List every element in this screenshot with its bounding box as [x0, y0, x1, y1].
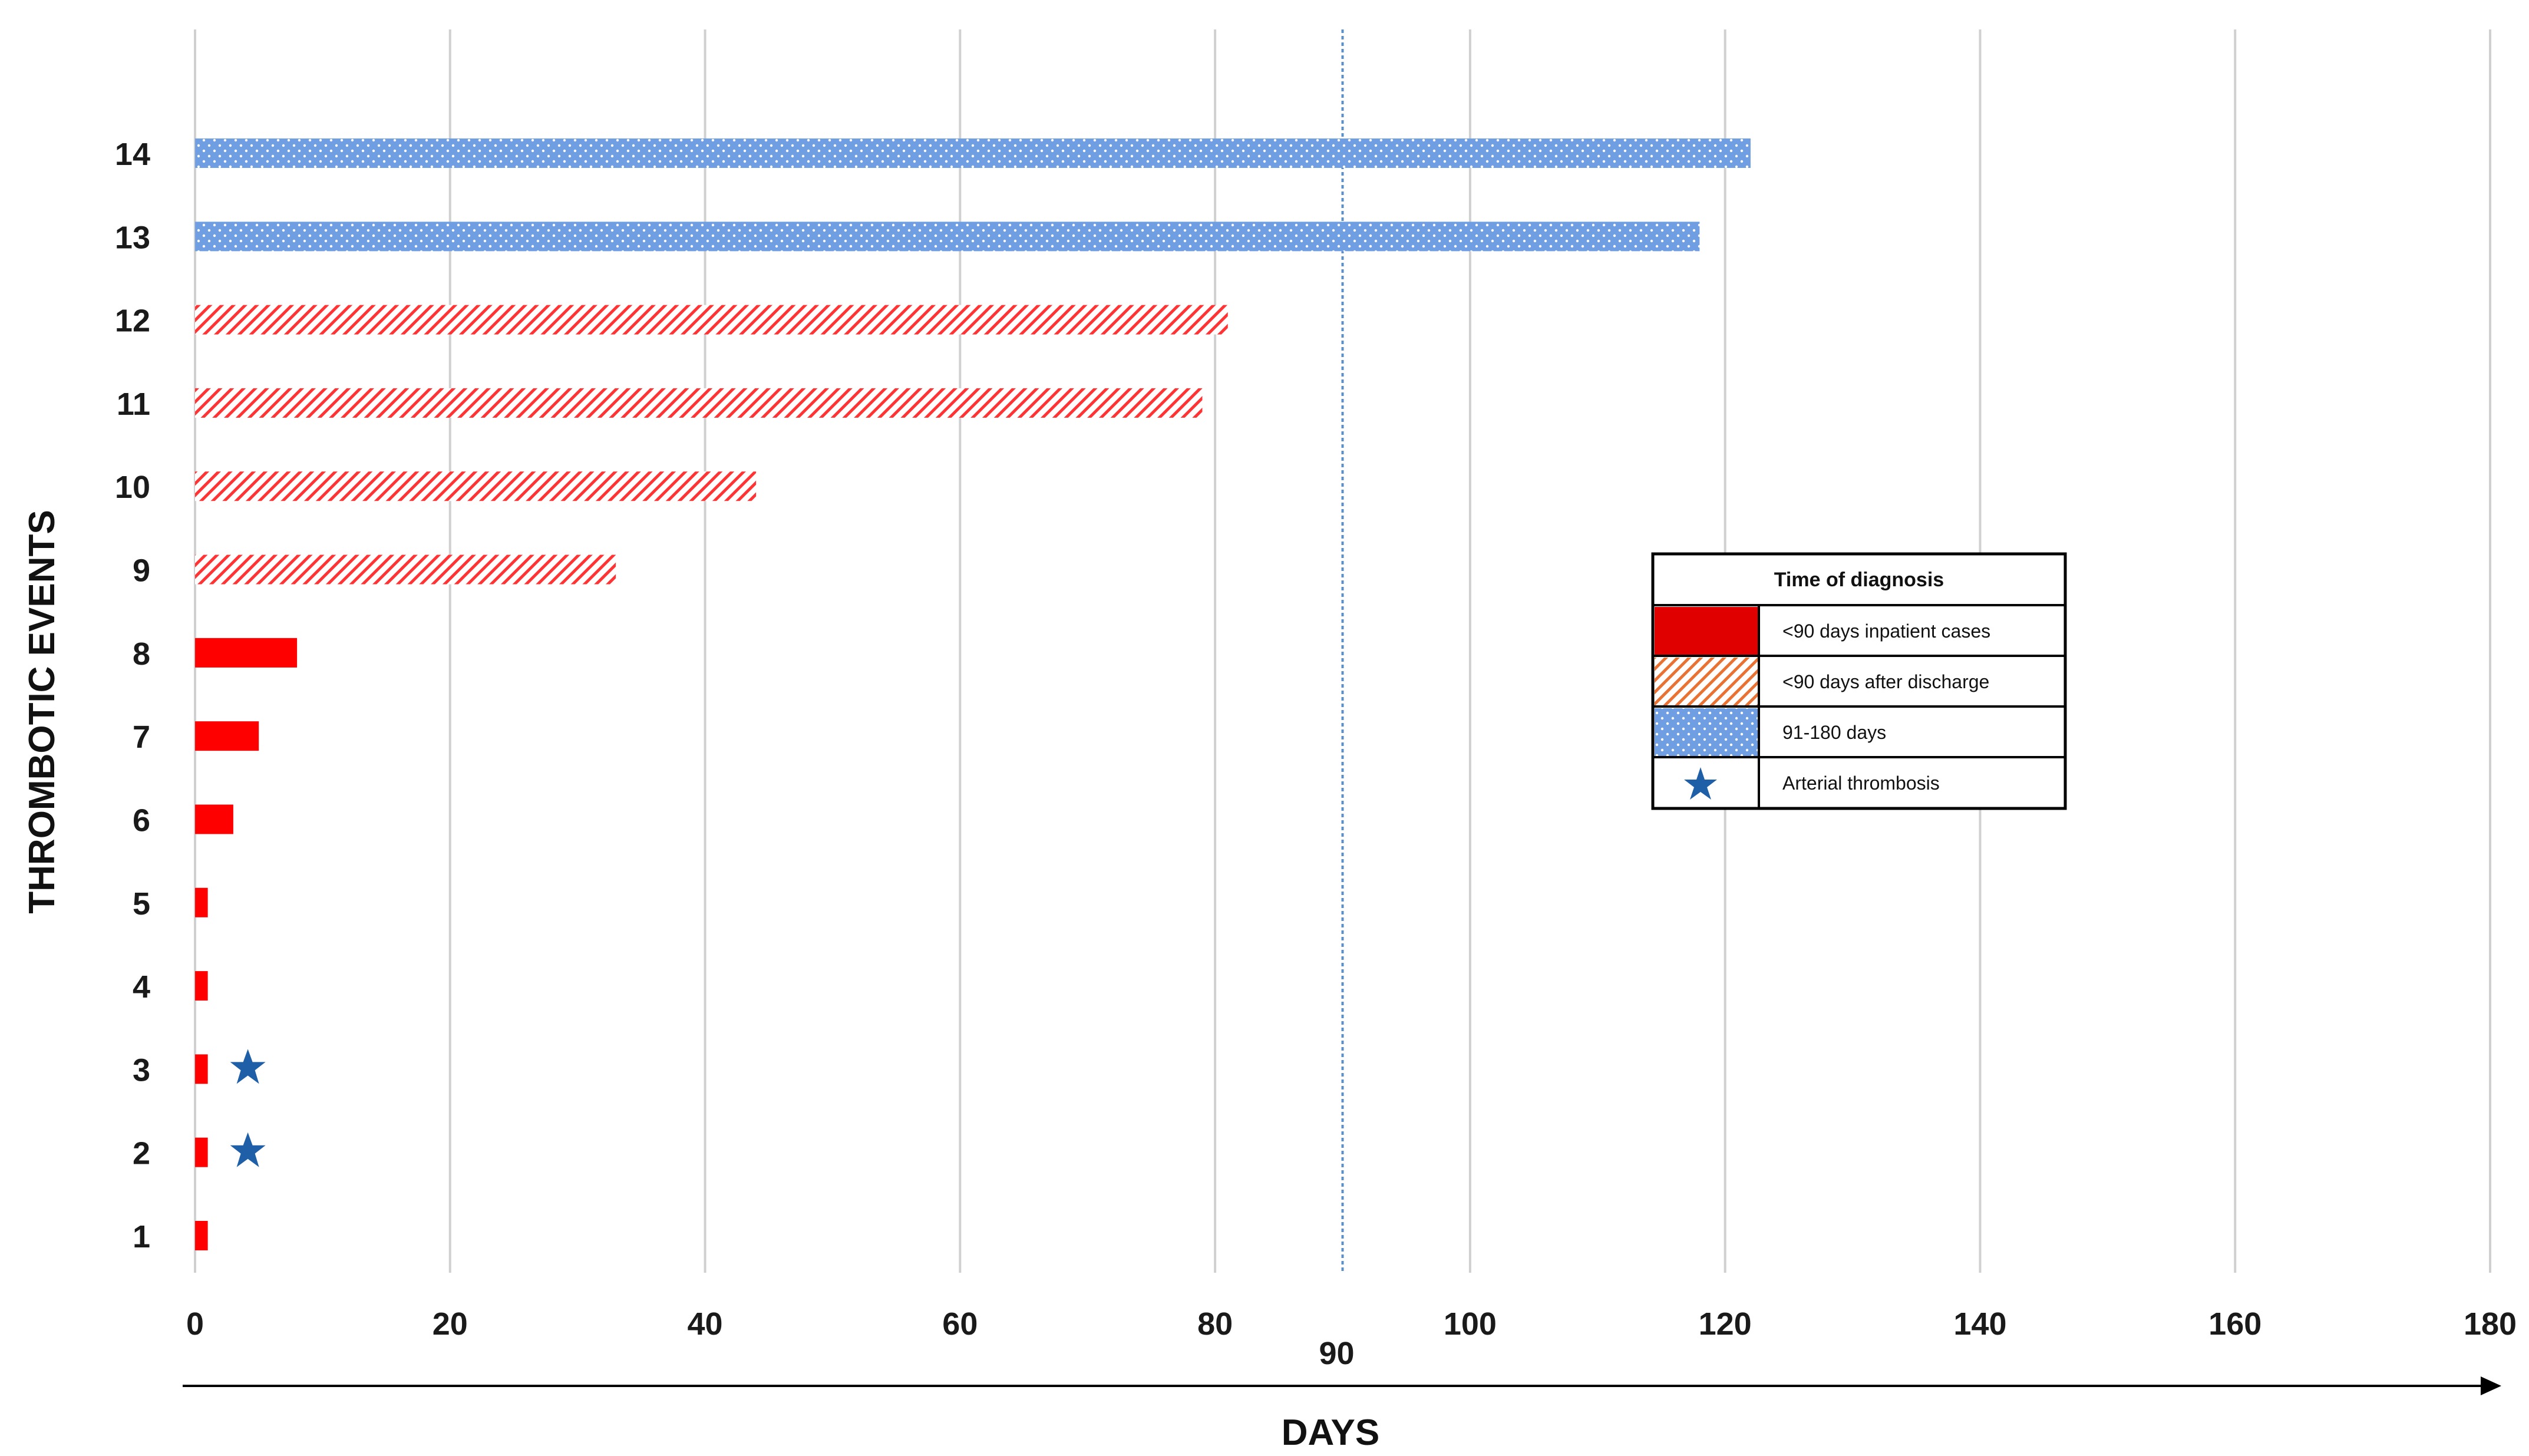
x-tick-label: 160 [2208, 1306, 2261, 1342]
legend-label-late: 91-180 days [1782, 722, 1886, 743]
y-tick-label: 14 [115, 137, 150, 172]
y-tick-label: 6 [133, 803, 150, 838]
y-tick-label: 9 [133, 553, 150, 589]
bars [195, 138, 1751, 1250]
y-tick-label: 7 [133, 719, 150, 755]
y-tick-label: 13 [115, 220, 150, 255]
bar-event-13 [195, 222, 1700, 252]
y-tick-label: 11 [117, 387, 150, 422]
x-tick-label: 140 [1953, 1306, 2006, 1342]
arterial-star-event-3 [230, 1049, 266, 1084]
legend-star-icon [1684, 767, 1717, 800]
bar-event-4 [195, 971, 208, 1001]
y-tick-label: 5 [133, 886, 150, 922]
y-tick-label: 2 [133, 1136, 150, 1171]
y-tick-label: 3 [133, 1052, 150, 1088]
bar-event-10 [195, 471, 757, 501]
x-tick-label: 120 [1699, 1306, 1752, 1342]
reference-line-label: 90 [1319, 1336, 1354, 1371]
x-tick-label: 180 [2464, 1306, 2517, 1342]
bar-event-1 [195, 1221, 208, 1250]
y-axis-title: THROMBOTIC EVENTS [22, 510, 62, 913]
bar-event-9 [195, 554, 616, 585]
legend-label-after-discharge: <90 days after discharge [1782, 671, 1989, 692]
legend-swatch-late [1655, 708, 1758, 756]
bar-event-5 [195, 887, 208, 917]
y-tick-label: 1 [133, 1219, 150, 1254]
legend: Time of diagnosis <90 days inpatient cas… [1651, 552, 2067, 810]
x-tick-label: 80 [1197, 1306, 1233, 1342]
x-tick-label: 60 [942, 1306, 978, 1342]
x-axis-title: DAYS [1282, 1412, 1380, 1453]
x-axis-arrowhead [2481, 1376, 2501, 1395]
bar-event-3 [195, 1054, 208, 1084]
bar-event-7 [195, 721, 259, 751]
y-tick-label: 12 [115, 303, 150, 339]
bar-event-2 [195, 1137, 208, 1167]
reference-line-group: 90 [1319, 29, 1355, 1371]
bar-event-14 [195, 138, 1751, 168]
x-tick-label: 20 [432, 1306, 468, 1342]
bar-event-8 [195, 638, 298, 668]
arterial-markers [230, 1049, 266, 1167]
x-tick-label: 100 [1444, 1306, 1497, 1342]
bar-event-6 [195, 804, 233, 834]
legend-label-arterial: Arterial thrombosis [1782, 772, 1940, 794]
x-tick-labels: 0 20 40 60 80 100 120 140 160 180 [186, 1306, 2517, 1342]
legend-title: Time of diagnosis [1774, 569, 1944, 591]
legend-swatch-after-discharge [1655, 658, 1758, 705]
x-tick-label: 0 [186, 1306, 204, 1342]
legend-label-inpatient: <90 days inpatient cases [1782, 620, 1990, 642]
y-tick-label: 8 [133, 636, 150, 672]
bar-event-12 [195, 305, 1228, 335]
bar-event-11 [195, 388, 1203, 418]
legend-swatch-inpatient [1655, 607, 1758, 655]
arterial-star-event-2 [230, 1132, 266, 1167]
y-tick-label: 10 [115, 470, 150, 505]
y-tick-label: 4 [133, 969, 150, 1005]
x-tick-label: 40 [688, 1306, 723, 1342]
